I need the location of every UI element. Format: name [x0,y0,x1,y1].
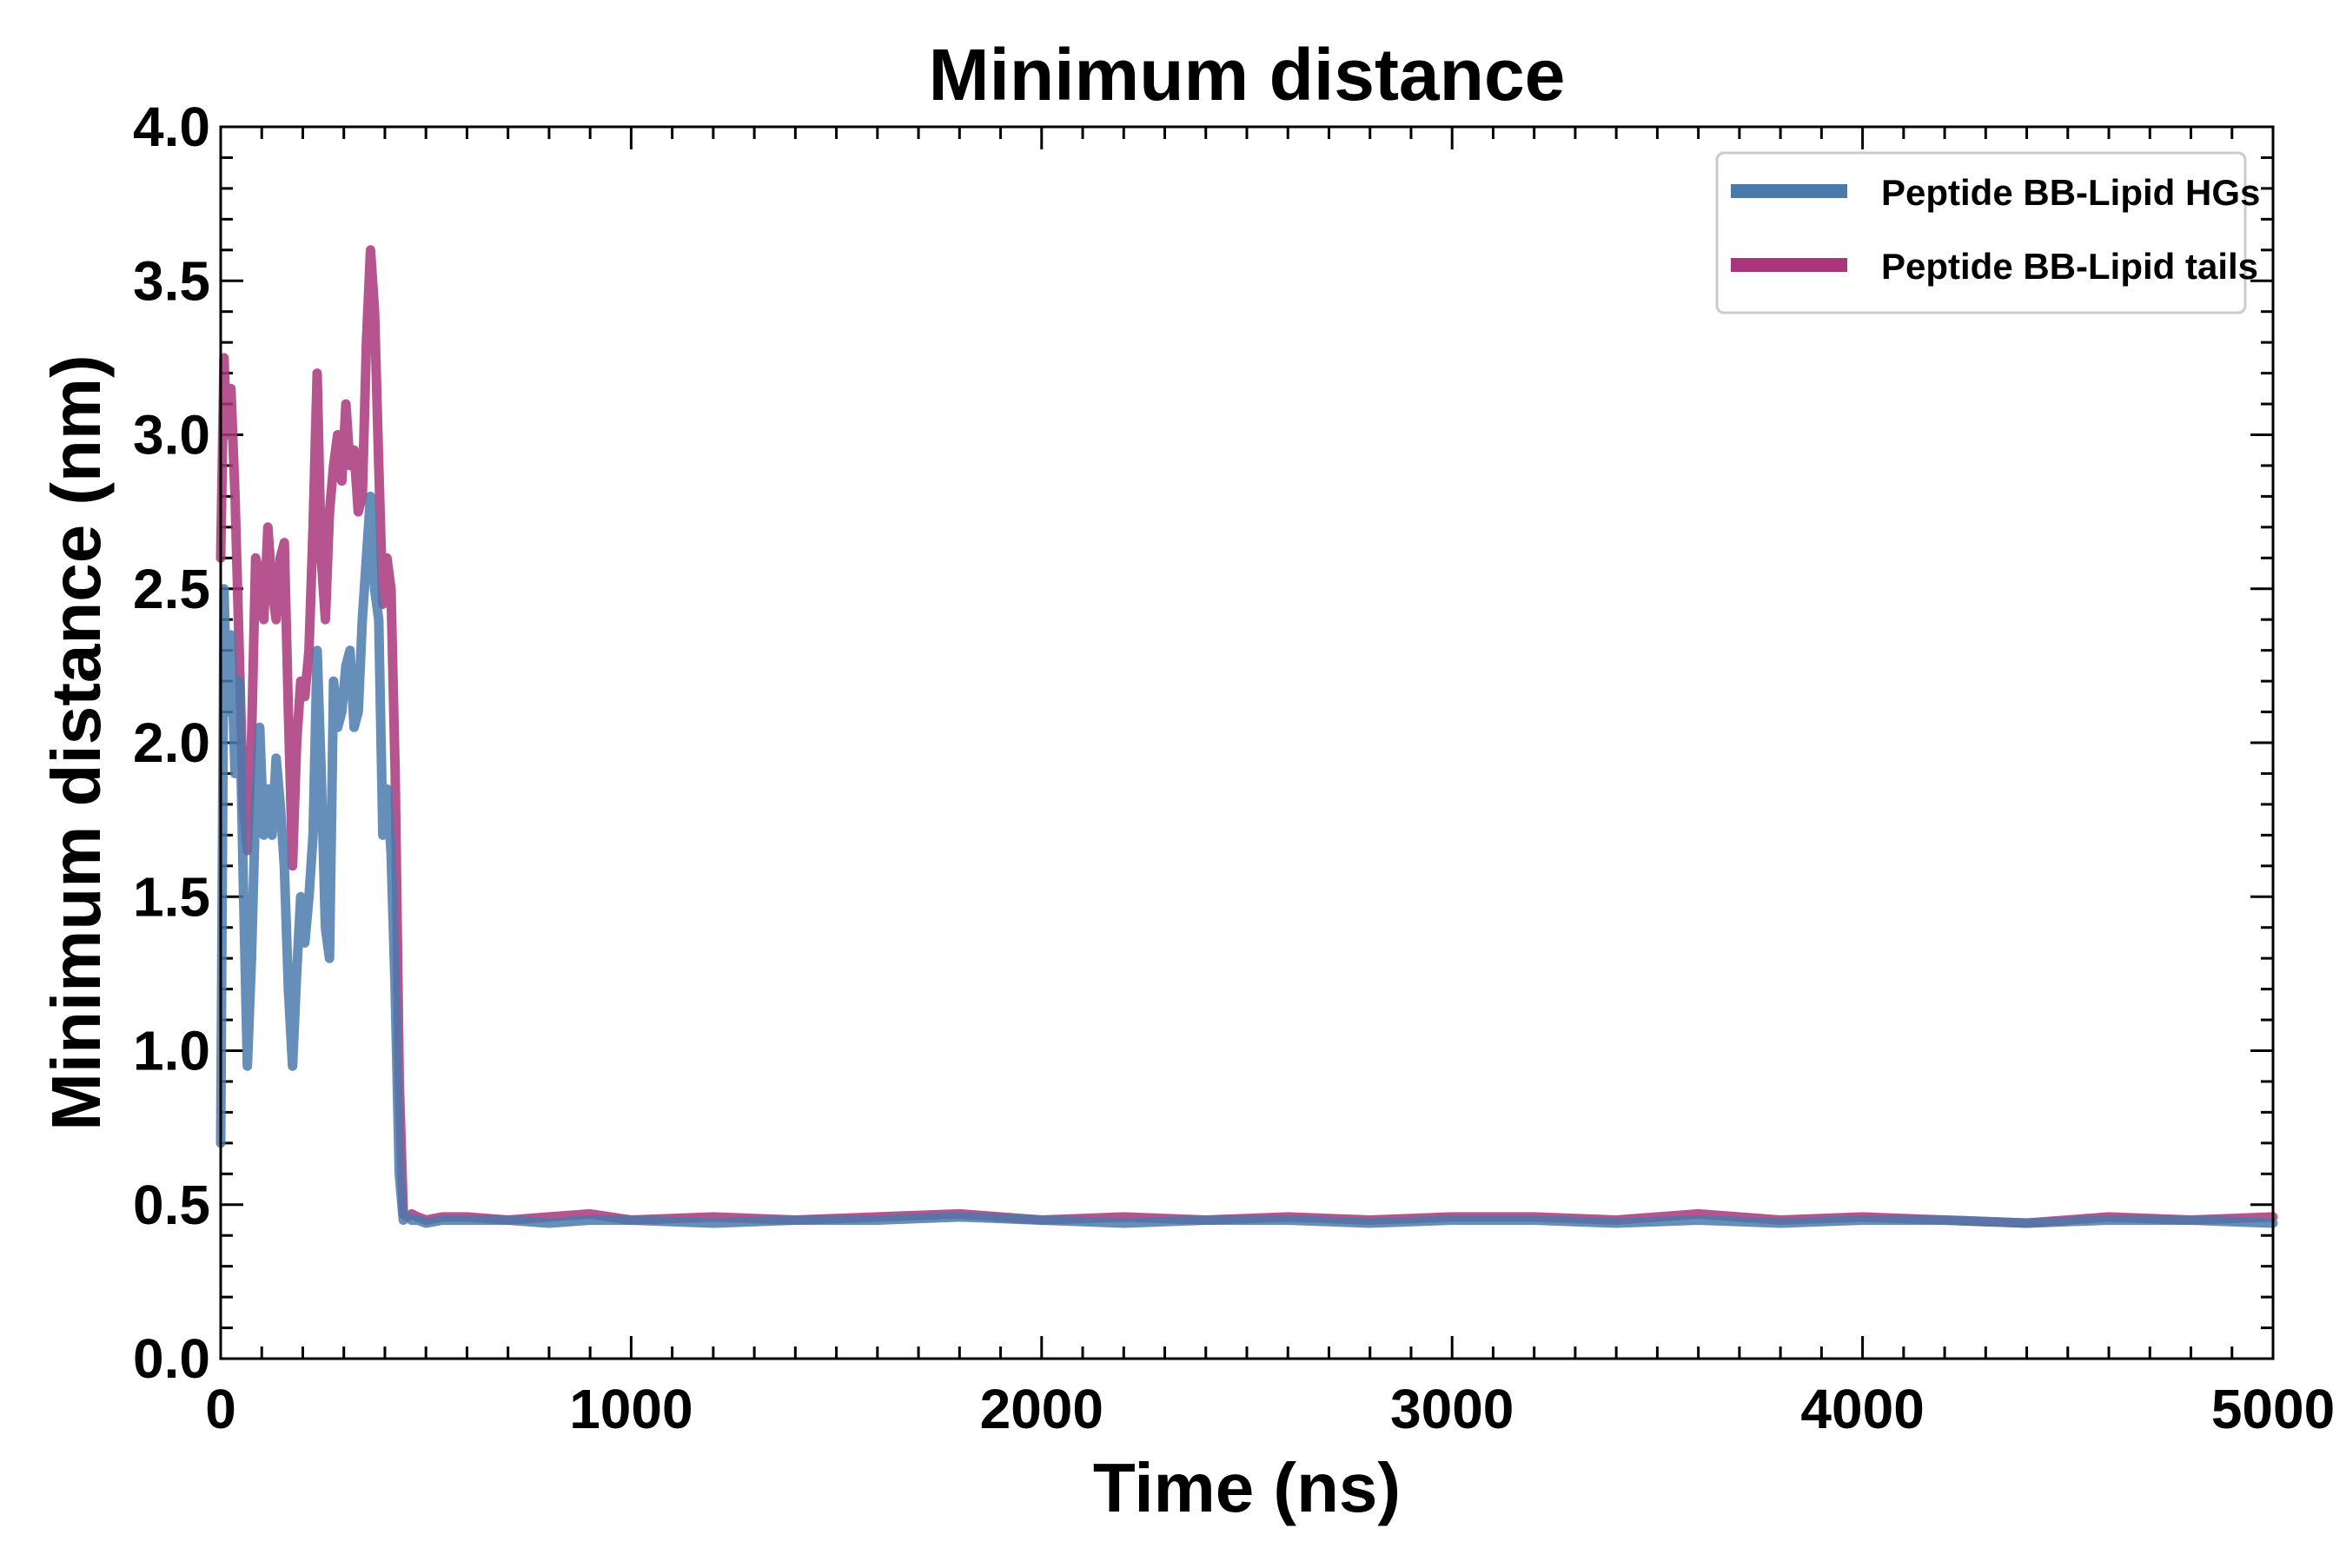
y-tick-label: 2.5 [133,558,210,620]
y-tick-label: 0.5 [133,1174,210,1236]
series-layer [215,245,2278,1228]
x-tick-label: 2000 [980,1378,1103,1440]
y-tick-label: 2.0 [133,711,210,774]
y-tick-label: 3.0 [133,404,210,466]
y-tick-label: 1.0 [133,1020,210,1082]
chart-title: Minimum distance [929,34,1566,116]
plot-frame [219,125,2275,1360]
x-axis-label: Time (ns) [1093,1449,1401,1526]
y-axis-label: Minimum distance (nm) [37,354,115,1130]
series-line-hgs [215,491,2278,1228]
legend-label-tails: Peptide BB-Lipid tails [1881,246,2258,287]
x-tick-label: 0 [205,1378,236,1440]
x-tick-label: 5000 [2211,1378,2335,1440]
y-tick-label: 0.0 [133,1327,210,1390]
legend[interactable]: Peptide BB-Lipid HGs Peptide BB-Lipid ta… [1715,151,2260,314]
legend-label-hgs: Peptide BB-Lipid HGs [1881,172,2260,213]
y-tick-label: 4.0 [133,96,210,158]
y-tick-label: 1.5 [133,865,210,928]
y-tick-label: 3.5 [133,249,210,312]
x-tick-label: 1000 [569,1378,693,1440]
x-tick-label: 3000 [1390,1378,1514,1440]
x-axis-ticks: 0 1000 2000 3000 4000 5000 [205,127,2335,1440]
legend-box [1715,151,2247,314]
x-tick-label: 4000 [1800,1378,1924,1440]
